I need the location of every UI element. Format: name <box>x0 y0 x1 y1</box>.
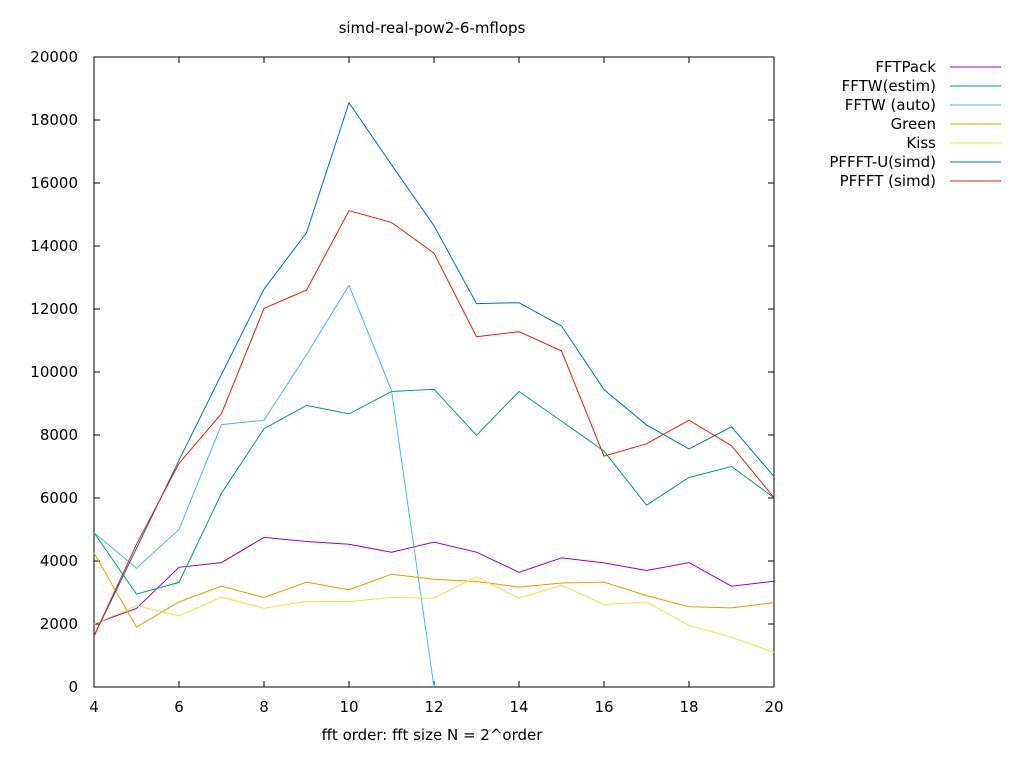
x-tick-label: 4 <box>89 698 99 716</box>
series-lines <box>93 101 775 688</box>
y-tick-label: 8000 <box>40 426 78 444</box>
x-axis-label: fft order: fft size N = 2^order <box>322 726 544 744</box>
x-tick-label: 12 <box>424 698 443 716</box>
x-tick-label: 16 <box>594 698 613 716</box>
series-line-fftw-estim <box>93 388 775 595</box>
x-tick-label: 18 <box>679 698 698 716</box>
y-tick-label: 10000 <box>30 363 78 381</box>
x-tick-label: 10 <box>339 698 358 716</box>
legend-label-fftpack: FFTPack <box>875 58 936 76</box>
y-tick-label: 18000 <box>30 111 78 129</box>
plot-area <box>93 56 775 688</box>
y-tick-label: 0 <box>68 678 78 696</box>
plot-border <box>93 56 775 688</box>
series-line-green <box>93 552 775 628</box>
y-tick-label: 2000 <box>40 615 78 633</box>
legend-label-pffft-simd: PFFFT (simd) <box>840 172 936 190</box>
series-line-kiss <box>93 576 775 653</box>
x-tick-label: 6 <box>174 698 184 716</box>
legend-label-fftw-auto: FFTW (auto) <box>845 96 936 114</box>
y-tick-label: 20000 <box>30 48 78 66</box>
y-tick-label: 4000 <box>40 552 78 570</box>
series-line-fftw-auto <box>93 284 435 688</box>
series-line-fftpack <box>93 536 775 625</box>
legend-label-green: Green <box>891 115 936 133</box>
x-tick-label: 20 <box>764 698 783 716</box>
y-tick-label: 6000 <box>40 489 78 507</box>
series-line-pffft-simd <box>93 210 775 637</box>
y-tick-label: 16000 <box>30 174 78 192</box>
legend-label-pffft-u-simd: PFFFT-U(simd) <box>829 153 936 171</box>
y-tick-label: 14000 <box>30 237 78 255</box>
y-tick-label: 12000 <box>30 300 78 318</box>
legend-label-fftw-estim: FFTW(estim) <box>842 77 936 95</box>
chart-title: simd-real-pow2-6-mflops <box>339 19 526 37</box>
x-tick-label: 8 <box>259 698 269 716</box>
y-axis: 0 2000 4000 6000 8000 10000 12000 14000 16000 180… <box>30 48 774 696</box>
legend-label-kiss: Kiss <box>906 134 936 152</box>
x-tick-label: 14 <box>509 698 528 716</box>
x-axis: 4 6 8 10 12 14 16 18 20 <box>89 57 784 716</box>
series-line-pffft-u-simd <box>93 101 775 637</box>
